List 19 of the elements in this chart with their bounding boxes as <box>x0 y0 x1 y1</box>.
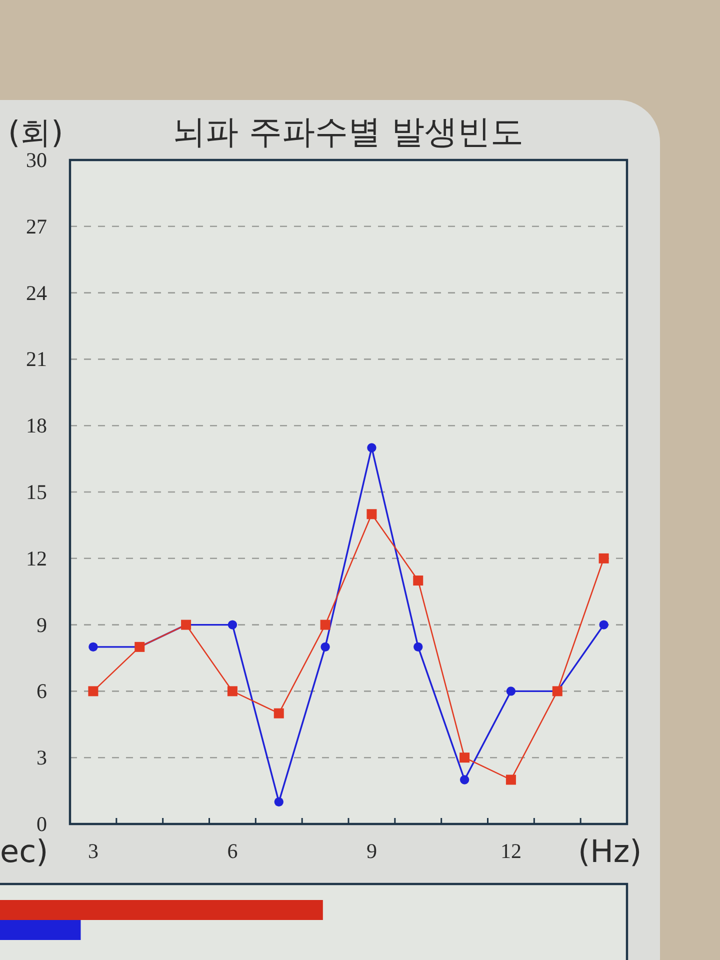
x-tick-label: 9 <box>366 839 377 863</box>
x-tick-label: 12 <box>500 839 522 863</box>
annotation: ec) <box>0 834 48 870</box>
y-tick-label: 24 <box>26 280 47 305</box>
y-tick-label: 12 <box>26 546 47 570</box>
y-tick-label: 18 <box>26 414 47 438</box>
y-tick-label: 6 <box>36 679 47 704</box>
x-axis-title: (Hz) <box>578 834 642 870</box>
y-tick-label: 30 <box>26 148 47 172</box>
x-tick-label: 3 <box>88 839 98 863</box>
title: 뇌파 주파수별 발생빈도 <box>172 112 524 151</box>
y-tick-label: 0 <box>36 812 47 836</box>
x-tick-label: 6 <box>227 839 238 863</box>
y-tick-label: 9 <box>36 612 47 637</box>
y-axis-title: (회) <box>8 115 64 151</box>
y-tick-label: 21 <box>26 347 47 372</box>
y-tick-label: 27 <box>26 214 47 238</box>
y-tick-label: 15 <box>26 480 47 504</box>
y-tick-label: 3 <box>36 746 47 770</box>
